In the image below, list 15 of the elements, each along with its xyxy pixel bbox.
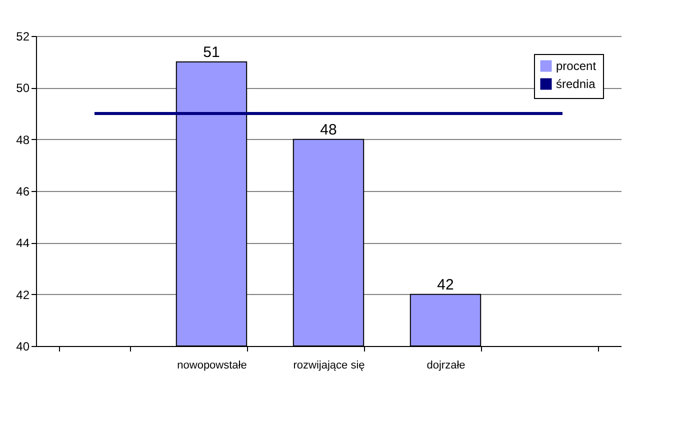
legend-label: procent	[556, 59, 597, 73]
x-tick-label: rozwijające się	[293, 360, 365, 372]
y-tick-label: 42	[16, 288, 30, 302]
data-label: 42	[437, 276, 454, 294]
x-tick-label: dojrzałe	[426, 360, 466, 372]
y-tick-label: 52	[16, 30, 30, 44]
x-tick-label: nowopowstałe	[177, 360, 247, 372]
y-tick-label: 48	[16, 132, 30, 147]
legend-label: średnia	[556, 77, 596, 91]
y-tick-label: 50	[16, 81, 30, 96]
y-tick-label: 46	[16, 184, 30, 198]
y-tick-label: 44	[16, 236, 30, 250]
y-tick-label: 40	[16, 340, 30, 354]
data-label: 48	[320, 121, 337, 138]
data-label: 51	[203, 44, 220, 61]
